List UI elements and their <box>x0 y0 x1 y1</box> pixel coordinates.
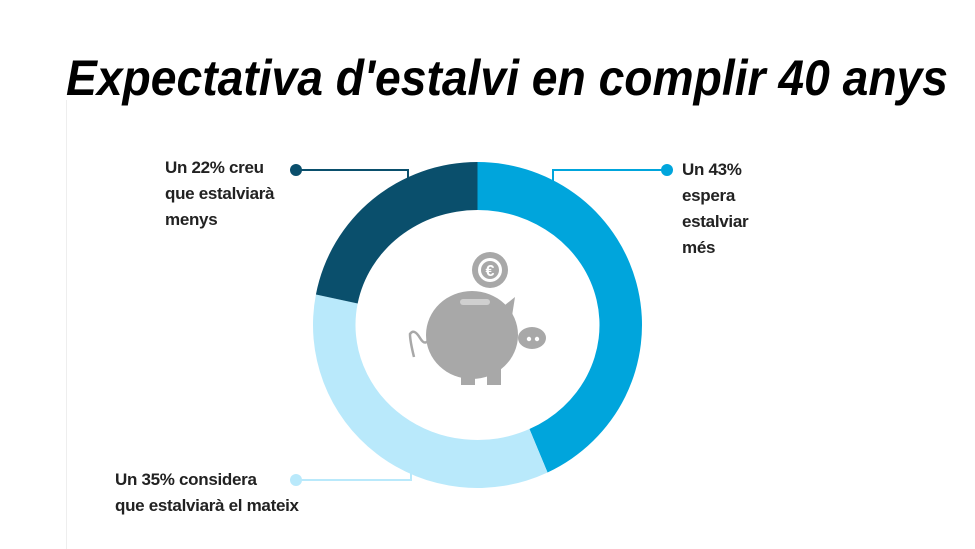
label-line: més <box>682 238 716 257</box>
svg-text:€: € <box>486 263 495 280</box>
label-line: menys <box>165 210 218 229</box>
donut-slice-0 <box>477 162 643 473</box>
leader-line-more <box>552 169 667 182</box>
leader-dot-same <box>290 474 302 486</box>
label-line: Un 43% <box>682 160 742 179</box>
slice-label-less: Un 22% creu que estalviarà menys <box>165 155 275 233</box>
leader-line-less <box>296 169 409 180</box>
chart-title-wrap: Expectativa d'estalvi en complir 40 anys <box>66 50 948 106</box>
slice-label-same: Un 35% considera que estalviarà el matei… <box>115 467 299 519</box>
leader-line-same <box>296 468 412 481</box>
piggy-bank-euro-icon: € <box>408 252 546 385</box>
label-line: Un 35% considera <box>115 470 257 489</box>
leader-dot-less <box>290 164 302 176</box>
label-line: espera <box>682 186 736 205</box>
slice-label-more: Un 43% espera estalviar més <box>682 157 749 261</box>
leader-dot-more <box>661 164 673 176</box>
label-line: estalviar <box>682 212 749 231</box>
label-line: que estalviarà <box>165 184 275 203</box>
donut-slice-1 <box>313 294 548 488</box>
label-line: Un 22% creu <box>165 158 264 177</box>
donut-slice-2 <box>315 162 478 304</box>
label-line: que estalviarà el mateix <box>115 496 299 515</box>
left-divider <box>66 100 67 549</box>
chart-title: Expectativa d'estalvi en complir 40 anys <box>66 50 948 106</box>
